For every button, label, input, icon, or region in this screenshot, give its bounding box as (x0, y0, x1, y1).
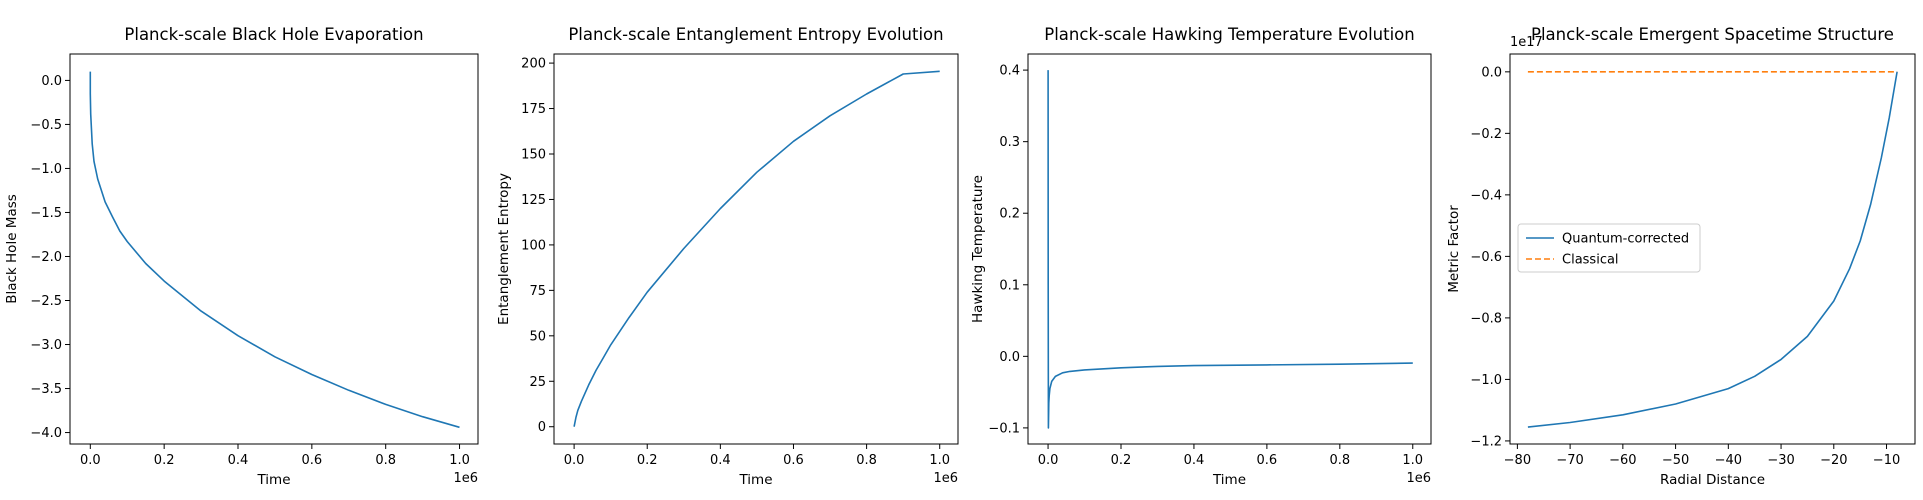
x-tick-label: 0.0 (564, 453, 585, 468)
x-tick-label: −60 (1609, 453, 1636, 468)
y-tick-label: −1.0 (30, 162, 62, 177)
y-tick-label: 50 (529, 329, 546, 344)
y-tick-label: 100 (521, 238, 546, 253)
y-tick-label: 0.2 (999, 207, 1020, 222)
x-tick-label: −50 (1662, 453, 1689, 468)
x-tick-label: 0.4 (1184, 453, 1205, 468)
x-tick-label: 0.8 (1329, 453, 1350, 468)
chart-title: Planck-scale Black Hole Evaporation (124, 25, 423, 44)
x-tick-label: 0.6 (1257, 453, 1278, 468)
axes-frame (1027, 53, 1432, 445)
y-tick-label: 150 (521, 148, 546, 163)
y-tick-label: −0.2 (1470, 127, 1502, 142)
x-tick-label: 0.4 (228, 453, 249, 468)
x-offset-label: 1e6 (933, 471, 958, 486)
x-tick-label: 1.0 (449, 453, 470, 468)
x-offset-label: 1e6 (453, 471, 478, 486)
chart-title: Planck-scale Emergent Spacetime Structur… (1531, 25, 1894, 44)
x-tick-label: −80 (1504, 453, 1531, 468)
x-tick-label: 1.0 (929, 453, 950, 468)
y-tick-label: −2.0 (30, 250, 62, 265)
y-tick-label: 0.0 (41, 74, 62, 89)
y-tick-label: −1.2 (1470, 434, 1502, 449)
x-axis-label: Radial Distance (1660, 472, 1765, 488)
y-tick-label: 125 (521, 193, 546, 208)
legend-entry: Quantum-corrected (1562, 232, 1689, 247)
x-tick-label: 0.2 (1111, 453, 1132, 468)
y-tick-label: −2.5 (30, 294, 62, 309)
series-line-0 (89, 71, 460, 429)
y-tick-label: −1.0 (1470, 373, 1502, 388)
y-tick-label: −0.5 (30, 118, 62, 133)
subplot-hawking-temperature: 0.0 0.2 0.4 0.6 0.8 1.0 −0.1 0.0 0.1 0.2 0.3 0.4 Pla… (970, 25, 1432, 488)
x-axis-label: Time (1212, 472, 1246, 488)
x-tick-label: −10 (1873, 453, 1900, 468)
subplot-black-hole-evaporation: 0.0 0.2 0.4 0.6 0.8 1.0 0.0 −0.5 −1.0 −1.5 −2.0 −2.… (4, 25, 479, 488)
y-tick-label: 0.0 (999, 350, 1020, 365)
y-tick-label: −0.6 (1470, 250, 1502, 265)
x-tick-label: −20 (1820, 453, 1847, 468)
y-axis-label: Metric Factor (1446, 205, 1462, 293)
y-tick-label: −0.1 (988, 421, 1020, 436)
legend: Quantum-corrected Classical (1517, 223, 1701, 273)
y-tick-label: 200 (521, 57, 546, 72)
legend-box (1517, 223, 1701, 273)
y-tick-label: 0.1 (999, 278, 1020, 293)
y-tick-label: −0.8 (1470, 311, 1502, 326)
series-line-quantum-corrected (1527, 71, 1898, 428)
chart-title: Planck-scale Hawking Temperature Evoluti… (1044, 25, 1414, 44)
y-axis-label: Black Hole Mass (4, 194, 20, 304)
y-tick-label: −1.5 (30, 206, 62, 221)
y-tick-label: −0.4 (1470, 188, 1502, 203)
x-tick-label: −70 (1556, 453, 1583, 468)
y-axis-label: Entanglement Entropy (496, 173, 512, 325)
y-tick-label: −4.0 (30, 426, 62, 441)
subplot-emergent-spacetime: −80 −70 −60 −50 −40 −30 −20 −10 0.0 −0.2 −0.4 −0.6 −… (1446, 25, 1916, 488)
y-offset-label: 1e17 (1510, 35, 1543, 50)
x-tick-label: −40 (1715, 453, 1742, 468)
x-tick-label: 0.2 (637, 453, 658, 468)
y-tick-label: −3.0 (30, 338, 62, 353)
series-line-0 (1047, 70, 1413, 429)
y-tick-label: 0 (538, 420, 546, 435)
y-tick-label: 175 (521, 102, 546, 117)
y-tick-label: 0.0 (1481, 65, 1502, 80)
chart-title: Planck-scale Entanglement Entropy Evolut… (568, 25, 943, 44)
x-tick-label: 0.0 (80, 453, 101, 468)
x-axis-label: Time (256, 472, 290, 488)
y-tick-label: 0.3 (999, 135, 1020, 150)
x-tick-label: 0.4 (710, 453, 731, 468)
y-tick-label: −3.5 (30, 382, 62, 397)
x-tick-label: 0.0 (1038, 453, 1059, 468)
x-offset-label: 1e6 (1406, 471, 1431, 486)
y-tick-label: 75 (529, 284, 546, 299)
series-line-0 (573, 70, 940, 427)
axes-frame (553, 53, 959, 445)
axes-frame (1509, 53, 1916, 445)
x-tick-label: 0.8 (856, 453, 877, 468)
x-tick-label: −30 (1767, 453, 1794, 468)
x-tick-label: 0.6 (302, 453, 323, 468)
x-tick-label: 0.8 (375, 453, 396, 468)
x-tick-label: 0.2 (154, 453, 175, 468)
subplot-entanglement-entropy: 0.0 0.2 0.4 0.6 0.8 1.0 0 25 50 75 100 125 150 175 200… (496, 25, 959, 488)
y-axis-label: Hawking Temperature (970, 175, 986, 323)
x-axis-label: Time (738, 472, 772, 488)
legend-entry: Classical (1562, 253, 1619, 268)
axes-frame (69, 53, 479, 445)
y-tick-label: 0.4 (999, 64, 1020, 79)
x-tick-label: 0.6 (783, 453, 804, 468)
x-tick-label: 1.0 (1402, 453, 1423, 468)
y-tick-label: 25 (529, 375, 546, 390)
